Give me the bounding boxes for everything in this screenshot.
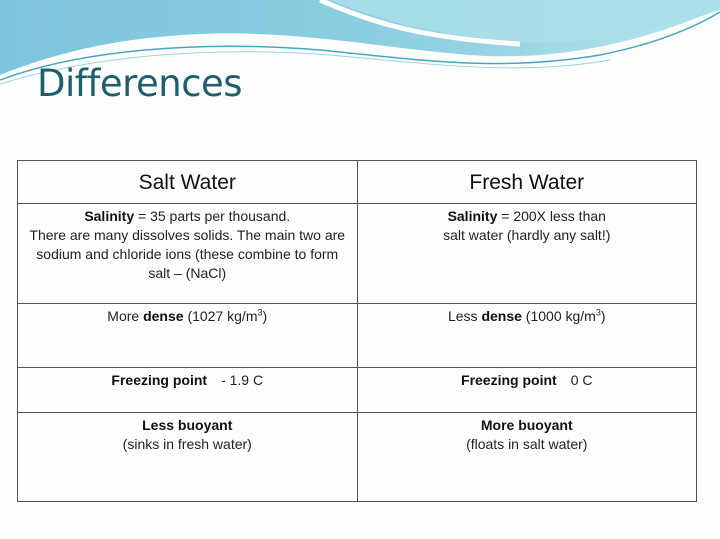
salt-density-cell: More dense (1027 kg/m3) <box>17 303 358 368</box>
value: (1000 kg/m <box>521 308 596 324</box>
fresh-buoyancy-cell: More buoyant (floats in salt water) <box>356 412 697 502</box>
table-row: More dense (1027 kg/m3) Less dense (1000… <box>17 303 697 368</box>
header-wave-decoration <box>0 0 720 85</box>
value: - 1.9 C <box>221 372 264 388</box>
slide-title: Differences <box>37 62 243 105</box>
fresh-freezing-cell: Freezing point 0 C <box>356 367 697 413</box>
value: (1027 kg/m <box>183 308 258 324</box>
label: Salinity <box>84 208 135 224</box>
header-fresh-water: Fresh Water <box>356 160 697 204</box>
exponent: 3 <box>595 307 601 318</box>
comparison-table: Salt Water Fresh Water Salinity = 35 par… <box>17 160 697 502</box>
label: dense <box>481 308 522 324</box>
label: dense <box>143 308 184 324</box>
description: salt water (hardly any salt!) <box>443 227 611 243</box>
description: There are many dissolves solids. The mai… <box>29 227 346 281</box>
text: ) <box>262 308 268 324</box>
value: = 35 parts per thousand. <box>134 208 291 224</box>
fresh-salinity-cell: Salinity = 200X less than salt water (har… <box>356 203 697 304</box>
text: More <box>107 308 144 324</box>
salt-salinity-cell: Salinity = 35 parts per thousand. There a… <box>17 203 358 304</box>
text: Less <box>447 308 482 324</box>
table-row: Freezing point - 1.9 C Freezing point 0 C <box>17 367 697 413</box>
table-row: Less buoyant (sinks in fresh water) More … <box>17 412 697 502</box>
label: Freezing point <box>111 372 208 388</box>
value: (sinks in fresh water) <box>122 436 252 452</box>
value: = 200X less than <box>497 208 606 224</box>
label: Less buoyant <box>142 417 233 433</box>
value: (floats in salt water) <box>466 436 588 452</box>
exponent: 3 <box>257 307 263 318</box>
table-row: Salinity = 35 parts per thousand. There a… <box>17 203 697 304</box>
label: Salinity <box>447 208 498 224</box>
table-header-row: Salt Water Fresh Water <box>17 160 697 204</box>
label: More buoyant <box>480 417 573 433</box>
fresh-density-cell: Less dense (1000 kg/m3) <box>356 303 697 368</box>
text: ) <box>600 308 606 324</box>
value: 0 C <box>570 372 593 388</box>
salt-buoyancy-cell: Less buoyant (sinks in fresh water) <box>17 412 358 502</box>
header-salt-water: Salt Water <box>17 160 358 204</box>
label: Freezing point <box>461 372 557 388</box>
salt-freezing-cell: Freezing point - 1.9 C <box>17 367 358 413</box>
